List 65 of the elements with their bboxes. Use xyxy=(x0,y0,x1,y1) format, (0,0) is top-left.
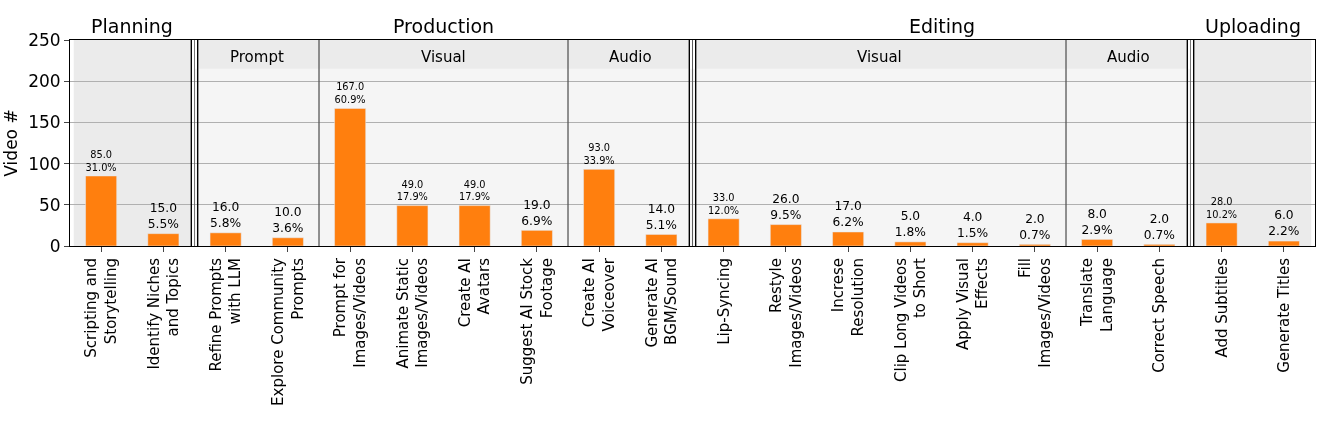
band-label: Visual xyxy=(421,48,466,66)
bar xyxy=(1081,239,1113,246)
data-label: 2.0 0.7% xyxy=(1019,211,1051,242)
data-label: 49.0 17.9% xyxy=(459,178,491,203)
x-tick-label: Add Subtitles xyxy=(1212,257,1231,358)
bar xyxy=(956,242,989,246)
x-tick-label: Clip Long Videos to Short xyxy=(891,257,930,383)
bar xyxy=(209,232,242,246)
band-label: Uploading xyxy=(1205,15,1301,37)
x-tick-label: Translate Language xyxy=(1078,258,1116,333)
band-label: Audio xyxy=(1107,48,1150,66)
data-label: 85.0 31.0% xyxy=(85,148,117,173)
data-label: 15.0 5.5% xyxy=(147,200,179,231)
x-tick-label: Restyle Images/Videos xyxy=(767,257,805,368)
y-tick-label: 100 xyxy=(28,153,61,174)
x-tick-label: Correct Speech xyxy=(1150,258,1169,373)
bar xyxy=(832,231,864,246)
x-tick-label: Animate Static Images/Videos xyxy=(393,257,432,369)
data-label: 4.0 1.5% xyxy=(957,209,989,240)
band-label: Audio xyxy=(609,48,652,66)
bar xyxy=(272,237,304,246)
band-label: Editing xyxy=(909,15,976,37)
data-label: 10.0 3.6% xyxy=(272,205,304,235)
data-label: 19.0 6.9% xyxy=(521,197,553,228)
x-tick-label: Lip-Syncing xyxy=(714,258,733,345)
y-tick-label: 200 xyxy=(28,71,61,92)
band-label: Planning xyxy=(91,15,173,37)
bar xyxy=(707,218,740,246)
data-label: 93.0 33.9% xyxy=(583,142,615,167)
data-label: 14.0 5.1% xyxy=(645,201,677,232)
bar xyxy=(583,169,615,246)
x-tick-label: Create AI Avatars xyxy=(455,257,494,328)
data-label: 49.0 17.9% xyxy=(396,178,428,203)
bar xyxy=(458,205,491,246)
x-tick-label: Generate Titles xyxy=(1274,257,1293,373)
band-label: Production xyxy=(393,15,495,37)
data-label: 33.0 12.0% xyxy=(708,191,740,216)
y-tick-label: 0 xyxy=(49,235,61,256)
data-label: 5.0 1.8% xyxy=(894,209,926,240)
y-axis-title: Video # xyxy=(0,109,21,177)
data-label: 28.0 10.2% xyxy=(1206,195,1238,220)
x-tick-label: Suggest AI Stock Footage xyxy=(518,257,556,385)
x-tick-label: Generate AI BGM/Sound xyxy=(642,258,681,348)
data-label: 8.0 2.9% xyxy=(1081,206,1113,237)
data-label: 26.0 9.5% xyxy=(770,191,802,222)
x-tick-label: Scripting and Storytelling xyxy=(82,258,120,358)
data-label: 6.0 2.2% xyxy=(1268,208,1300,239)
x-tick-label: Increse Resolution xyxy=(829,258,867,337)
y-tick-label: 150 xyxy=(28,112,61,133)
bar xyxy=(396,205,429,246)
data-label: 167.0 60.9% xyxy=(334,81,366,106)
bar xyxy=(521,230,553,246)
y-tick-label: 250 xyxy=(28,29,61,50)
data-label: 2.0 0.7% xyxy=(1143,211,1175,242)
bar xyxy=(770,224,802,246)
data-label: 16.0 5.8% xyxy=(210,200,242,230)
x-tick-label: Create AI Voiceover xyxy=(580,257,618,332)
bar xyxy=(894,241,927,246)
x-tick-label: Identify Niches and Topics xyxy=(144,257,183,370)
data-label: 17.0 6.2% xyxy=(832,199,864,230)
band-label: Visual xyxy=(857,48,902,66)
band-label: Prompt xyxy=(230,48,284,66)
bar xyxy=(334,108,366,246)
y-tick-label: 50 xyxy=(38,194,61,215)
bar xyxy=(645,234,678,246)
